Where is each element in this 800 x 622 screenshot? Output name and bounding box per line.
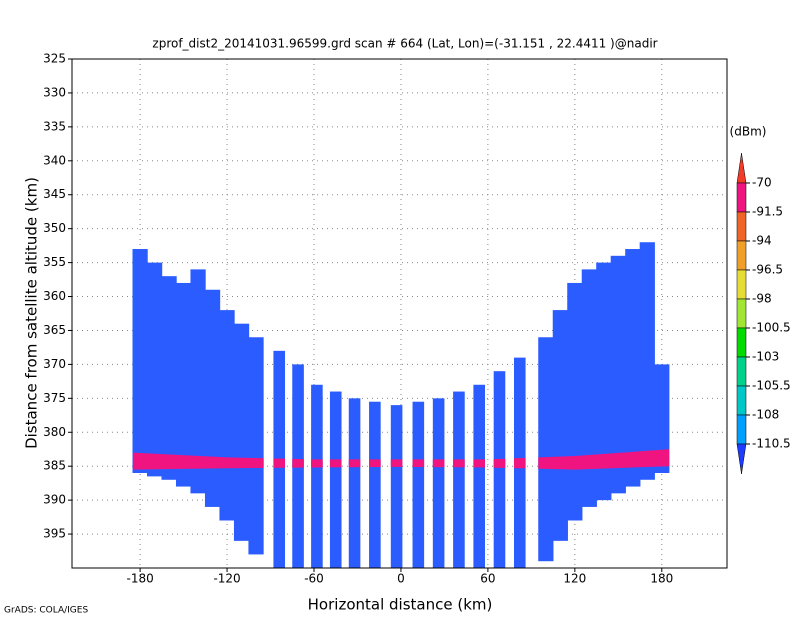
column bbox=[552, 310, 568, 541]
column bbox=[654, 364, 670, 473]
colorbar-box bbox=[736, 356, 747, 387]
y-tick-label: 325 bbox=[43, 52, 66, 66]
plot-frame bbox=[71, 58, 728, 569]
y-tick-label: 395 bbox=[43, 527, 66, 541]
column bbox=[493, 371, 506, 568]
column bbox=[567, 282, 583, 521]
column bbox=[369, 401, 381, 568]
y-tick-label: 365 bbox=[43, 323, 66, 337]
column bbox=[348, 398, 361, 568]
x-tick-label: -60 bbox=[304, 572, 324, 586]
column bbox=[412, 401, 425, 568]
x-tick-label: 180 bbox=[650, 572, 673, 586]
colorbar-label: -110.5 bbox=[752, 437, 791, 451]
column bbox=[311, 384, 323, 568]
x-tick-label: -120 bbox=[213, 572, 240, 586]
colorbar-box bbox=[736, 269, 747, 300]
x-tick-label: 60 bbox=[480, 572, 495, 586]
colorbar-box bbox=[736, 211, 747, 242]
colorbar-unit: (dBm) bbox=[730, 125, 767, 139]
column bbox=[610, 255, 626, 494]
footer: GrADS: COLA/IGES bbox=[4, 606, 88, 616]
x-axis-label: Horizontal distance (km) bbox=[308, 596, 493, 614]
column bbox=[146, 262, 163, 477]
column bbox=[219, 310, 235, 521]
column bbox=[625, 249, 641, 487]
column bbox=[175, 282, 192, 487]
colorbar-box bbox=[736, 414, 747, 445]
y-tick-label: 390 bbox=[43, 493, 66, 507]
column bbox=[190, 269, 206, 494]
column bbox=[233, 323, 250, 541]
colorbar-box bbox=[736, 240, 747, 271]
colorbar-label: -94 bbox=[752, 234, 772, 248]
column bbox=[596, 262, 612, 501]
column bbox=[132, 249, 148, 473]
x-tick-label: 120 bbox=[563, 572, 586, 586]
colorbar-label: -105.5 bbox=[752, 379, 791, 393]
y-tick-label: 330 bbox=[43, 85, 66, 99]
colorbar-box bbox=[736, 385, 747, 416]
colorbar-box bbox=[736, 298, 747, 329]
y-tick-label: 340 bbox=[43, 153, 66, 167]
column bbox=[329, 391, 342, 568]
colorbar-label: -103 bbox=[752, 350, 779, 364]
x-tick-label: 0 bbox=[397, 572, 405, 586]
y-tick-label: 385 bbox=[43, 459, 66, 473]
colorbar-cap bbox=[736, 443, 747, 475]
y-tick-label: 375 bbox=[43, 391, 66, 405]
colorbar-box bbox=[736, 327, 747, 358]
column bbox=[204, 289, 221, 507]
colorbar-label: -96.5 bbox=[752, 263, 783, 277]
y-tick-label: 380 bbox=[43, 425, 66, 439]
y-axis-label: Distance from satellite altitude (km) bbox=[23, 177, 41, 449]
y-tick-label: 360 bbox=[43, 289, 66, 303]
column bbox=[581, 269, 597, 507]
y-tick-label: 350 bbox=[43, 221, 66, 235]
colorbar-label: -100.5 bbox=[752, 321, 791, 335]
colorbar-label: -91.5 bbox=[752, 205, 783, 219]
column bbox=[639, 242, 655, 480]
column bbox=[432, 398, 445, 568]
colorbar-box bbox=[736, 182, 747, 213]
x-tick-label: -180 bbox=[126, 572, 153, 586]
column bbox=[538, 337, 554, 562]
y-tick-label: 345 bbox=[43, 187, 66, 201]
column bbox=[390, 405, 403, 568]
column bbox=[248, 337, 264, 555]
y-tick-label: 355 bbox=[43, 255, 66, 269]
y-tick-label: 335 bbox=[43, 119, 66, 133]
y-tick-label: 370 bbox=[43, 357, 66, 371]
colorbar-label: -70 bbox=[752, 176, 772, 190]
colorbar-cap bbox=[736, 152, 747, 184]
chart-title: zprof_dist2_20141031.96599.grd scan # 66… bbox=[152, 37, 657, 51]
colorbar-label: -108 bbox=[752, 408, 779, 422]
column bbox=[161, 276, 177, 480]
column bbox=[453, 391, 465, 568]
colorbar-label: -98 bbox=[752, 292, 772, 306]
column bbox=[473, 384, 485, 568]
